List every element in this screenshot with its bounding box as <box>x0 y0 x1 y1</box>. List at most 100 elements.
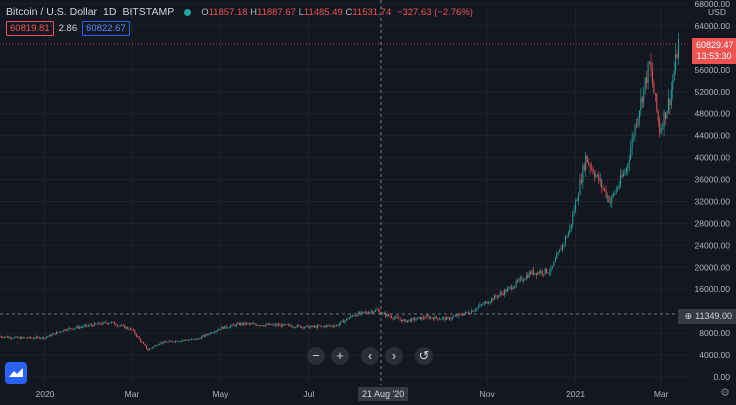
currency-label[interactable]: USD <box>708 7 726 17</box>
candle-body <box>364 311 366 313</box>
candle-body <box>454 315 456 317</box>
candle-body <box>406 320 408 323</box>
last-price-tag: 60829.47 13:53:30 <box>692 38 736 64</box>
candle-body <box>314 325 316 327</box>
time-axis: 2020 Mar May Jul Nov 2021 Mar <box>35 389 668 399</box>
candle-body <box>182 340 184 342</box>
interval-label[interactable]: 1D <box>103 6 117 18</box>
candle-body <box>512 287 514 290</box>
candle-body <box>347 318 349 320</box>
candle-body <box>212 332 214 334</box>
candle-body <box>476 307 478 310</box>
candle-body <box>514 285 516 288</box>
price-tick-label: 28000.00 <box>695 218 731 228</box>
candle-body <box>193 338 195 340</box>
candle-body <box>150 348 152 350</box>
candle-body <box>567 232 569 237</box>
candle-body <box>625 168 627 173</box>
candle-body <box>337 325 339 326</box>
candle-body <box>678 39 680 59</box>
countdown-value: 13:53:30 <box>696 51 732 61</box>
candle-body <box>205 334 207 337</box>
add-alert-icon[interactable]: ⊕ <box>684 311 693 321</box>
candle-body <box>225 325 227 328</box>
candle-body <box>419 317 421 320</box>
candle-body <box>346 318 348 321</box>
open-label: O <box>201 6 209 18</box>
candle-body <box>86 324 88 327</box>
candle-body <box>412 318 414 319</box>
candle-body <box>654 93 656 95</box>
candle-body <box>520 277 522 280</box>
candle-body <box>138 336 140 339</box>
candle-body <box>198 338 200 340</box>
candle-body <box>499 292 501 296</box>
candle-body <box>11 338 13 339</box>
candle-body <box>54 333 56 335</box>
candle-body <box>16 336 18 338</box>
candle-body <box>438 319 440 320</box>
candle-body <box>401 319 403 322</box>
candle-body <box>301 326 303 328</box>
candle-body <box>644 77 646 88</box>
candle-body <box>491 298 493 302</box>
buy-button[interactable]: 60822.67 <box>82 21 130 36</box>
candle-body <box>669 98 671 106</box>
candle-body <box>108 323 110 324</box>
candle-body <box>74 327 76 329</box>
candle-body <box>24 337 26 339</box>
candle-body <box>27 338 29 339</box>
scroll-left-button[interactable]: ‹ <box>361 347 379 365</box>
sell-button[interactable]: 60819.81 <box>6 21 54 36</box>
candle-body <box>533 270 535 275</box>
candle-body <box>382 312 384 314</box>
candle-body <box>103 322 105 323</box>
candle-body <box>100 324 102 325</box>
candle-body <box>670 89 672 106</box>
settings-gear-icon[interactable]: ⚙ <box>720 387 730 399</box>
candle-body <box>66 330 68 332</box>
candle-body <box>589 164 591 168</box>
candle-body <box>575 201 577 211</box>
candle-body <box>549 272 551 273</box>
candle-body <box>630 148 632 160</box>
candle-body <box>93 323 95 327</box>
candle-body <box>147 348 149 351</box>
reset-chart-button[interactable]: ↺ <box>415 347 433 365</box>
candle-body <box>650 61 652 71</box>
zoom-out-button[interactable]: − <box>307 347 325 365</box>
symbol-title[interactable]: Bitcoin / U.S. Dollar <box>6 6 98 18</box>
scroll-right-button[interactable]: › <box>385 347 403 365</box>
candle-body <box>556 254 558 260</box>
candle-body <box>418 317 420 318</box>
candle-body <box>283 323 285 325</box>
candle-body <box>672 80 674 90</box>
candle-body <box>231 324 233 326</box>
candle-body <box>318 325 320 327</box>
candle-body <box>187 339 189 341</box>
candle-body <box>302 326 304 329</box>
candle-body <box>495 295 497 297</box>
candle-body <box>269 323 271 325</box>
candle-body <box>578 194 580 201</box>
candle-body <box>61 331 63 333</box>
price-tick-label: 48000.00 <box>695 109 731 119</box>
candle-body <box>211 332 213 334</box>
candle-body <box>244 322 246 325</box>
candle-body <box>538 271 540 274</box>
candle-body <box>264 324 266 327</box>
candle-body <box>646 77 648 83</box>
candle-body <box>447 317 449 318</box>
candle-body <box>546 268 548 273</box>
zoom-in-button[interactable]: + <box>331 347 349 365</box>
candle-body <box>595 175 597 178</box>
candle-body <box>341 320 343 322</box>
candle-body <box>622 173 624 177</box>
candle-body <box>290 325 292 328</box>
tradingview-logo-icon[interactable] <box>5 362 27 384</box>
candle-body <box>392 317 394 319</box>
candle-body <box>482 304 484 306</box>
symbol-header: Bitcoin / U.S. Dollar 1D BITSTAMP O11857… <box>6 6 473 18</box>
candle-body <box>31 337 33 339</box>
